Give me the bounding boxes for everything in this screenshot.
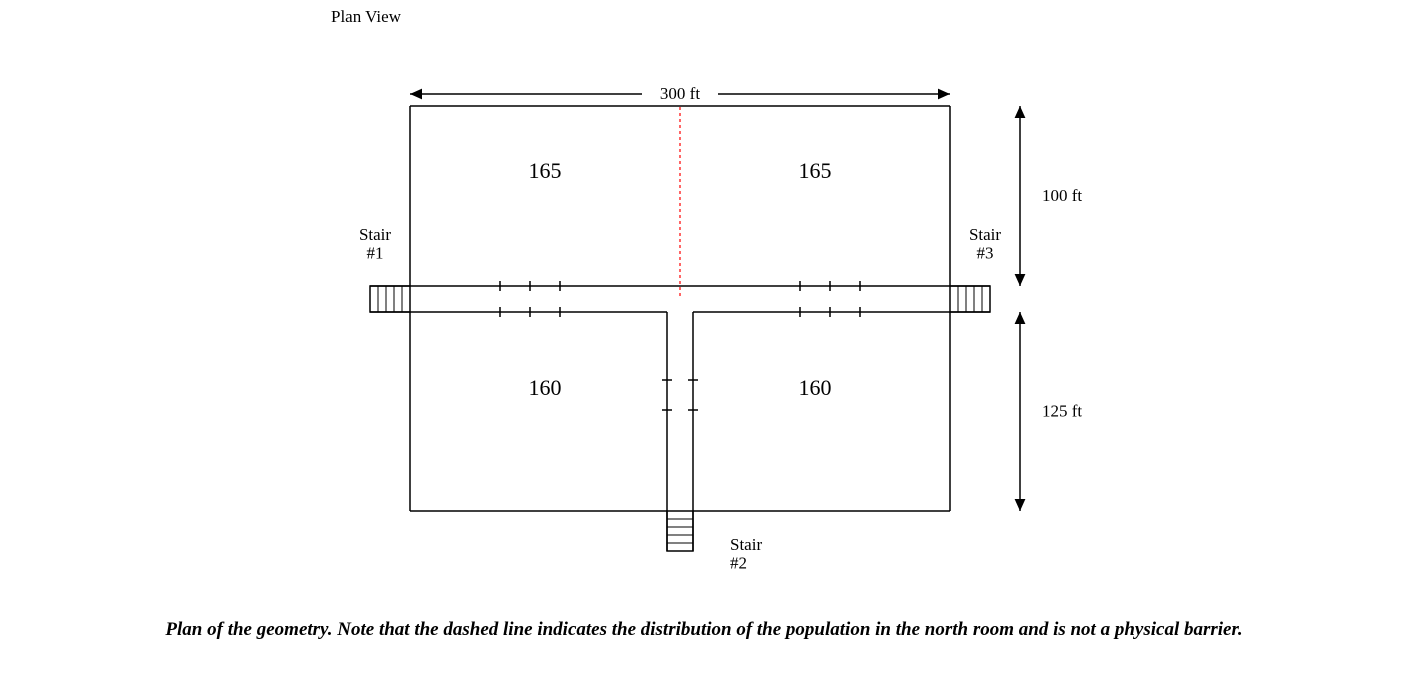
- room-value-lower-left: 160: [529, 375, 562, 400]
- stair-3-label: Stair#3: [969, 225, 1001, 263]
- figure-caption: Plan of the geometry. Note that the dash…: [104, 618, 1304, 643]
- plan-view-title: Plan View: [331, 7, 401, 27]
- room-value-lower-right: 160: [799, 375, 832, 400]
- dimension-upper-right-label: 100 ft: [1042, 186, 1082, 205]
- stair-2-label: Stair#2: [730, 535, 762, 573]
- dimension-top-label: 300 ft: [660, 84, 700, 103]
- room-value-upper-right: 165: [799, 158, 832, 183]
- floor-plan-diagram: 165 165 160 160 Stair#1 Stair#3 Stair#2 300 ft 1…: [330, 60, 1090, 580]
- page: Plan View 165 165 160 160 Stair#1 Stair#3 Stai…: [0, 0, 1408, 696]
- stair-1-label: Stair#1: [359, 225, 391, 263]
- dimension-lower-right-label: 125 ft: [1042, 402, 1082, 421]
- room-value-upper-left: 165: [529, 158, 562, 183]
